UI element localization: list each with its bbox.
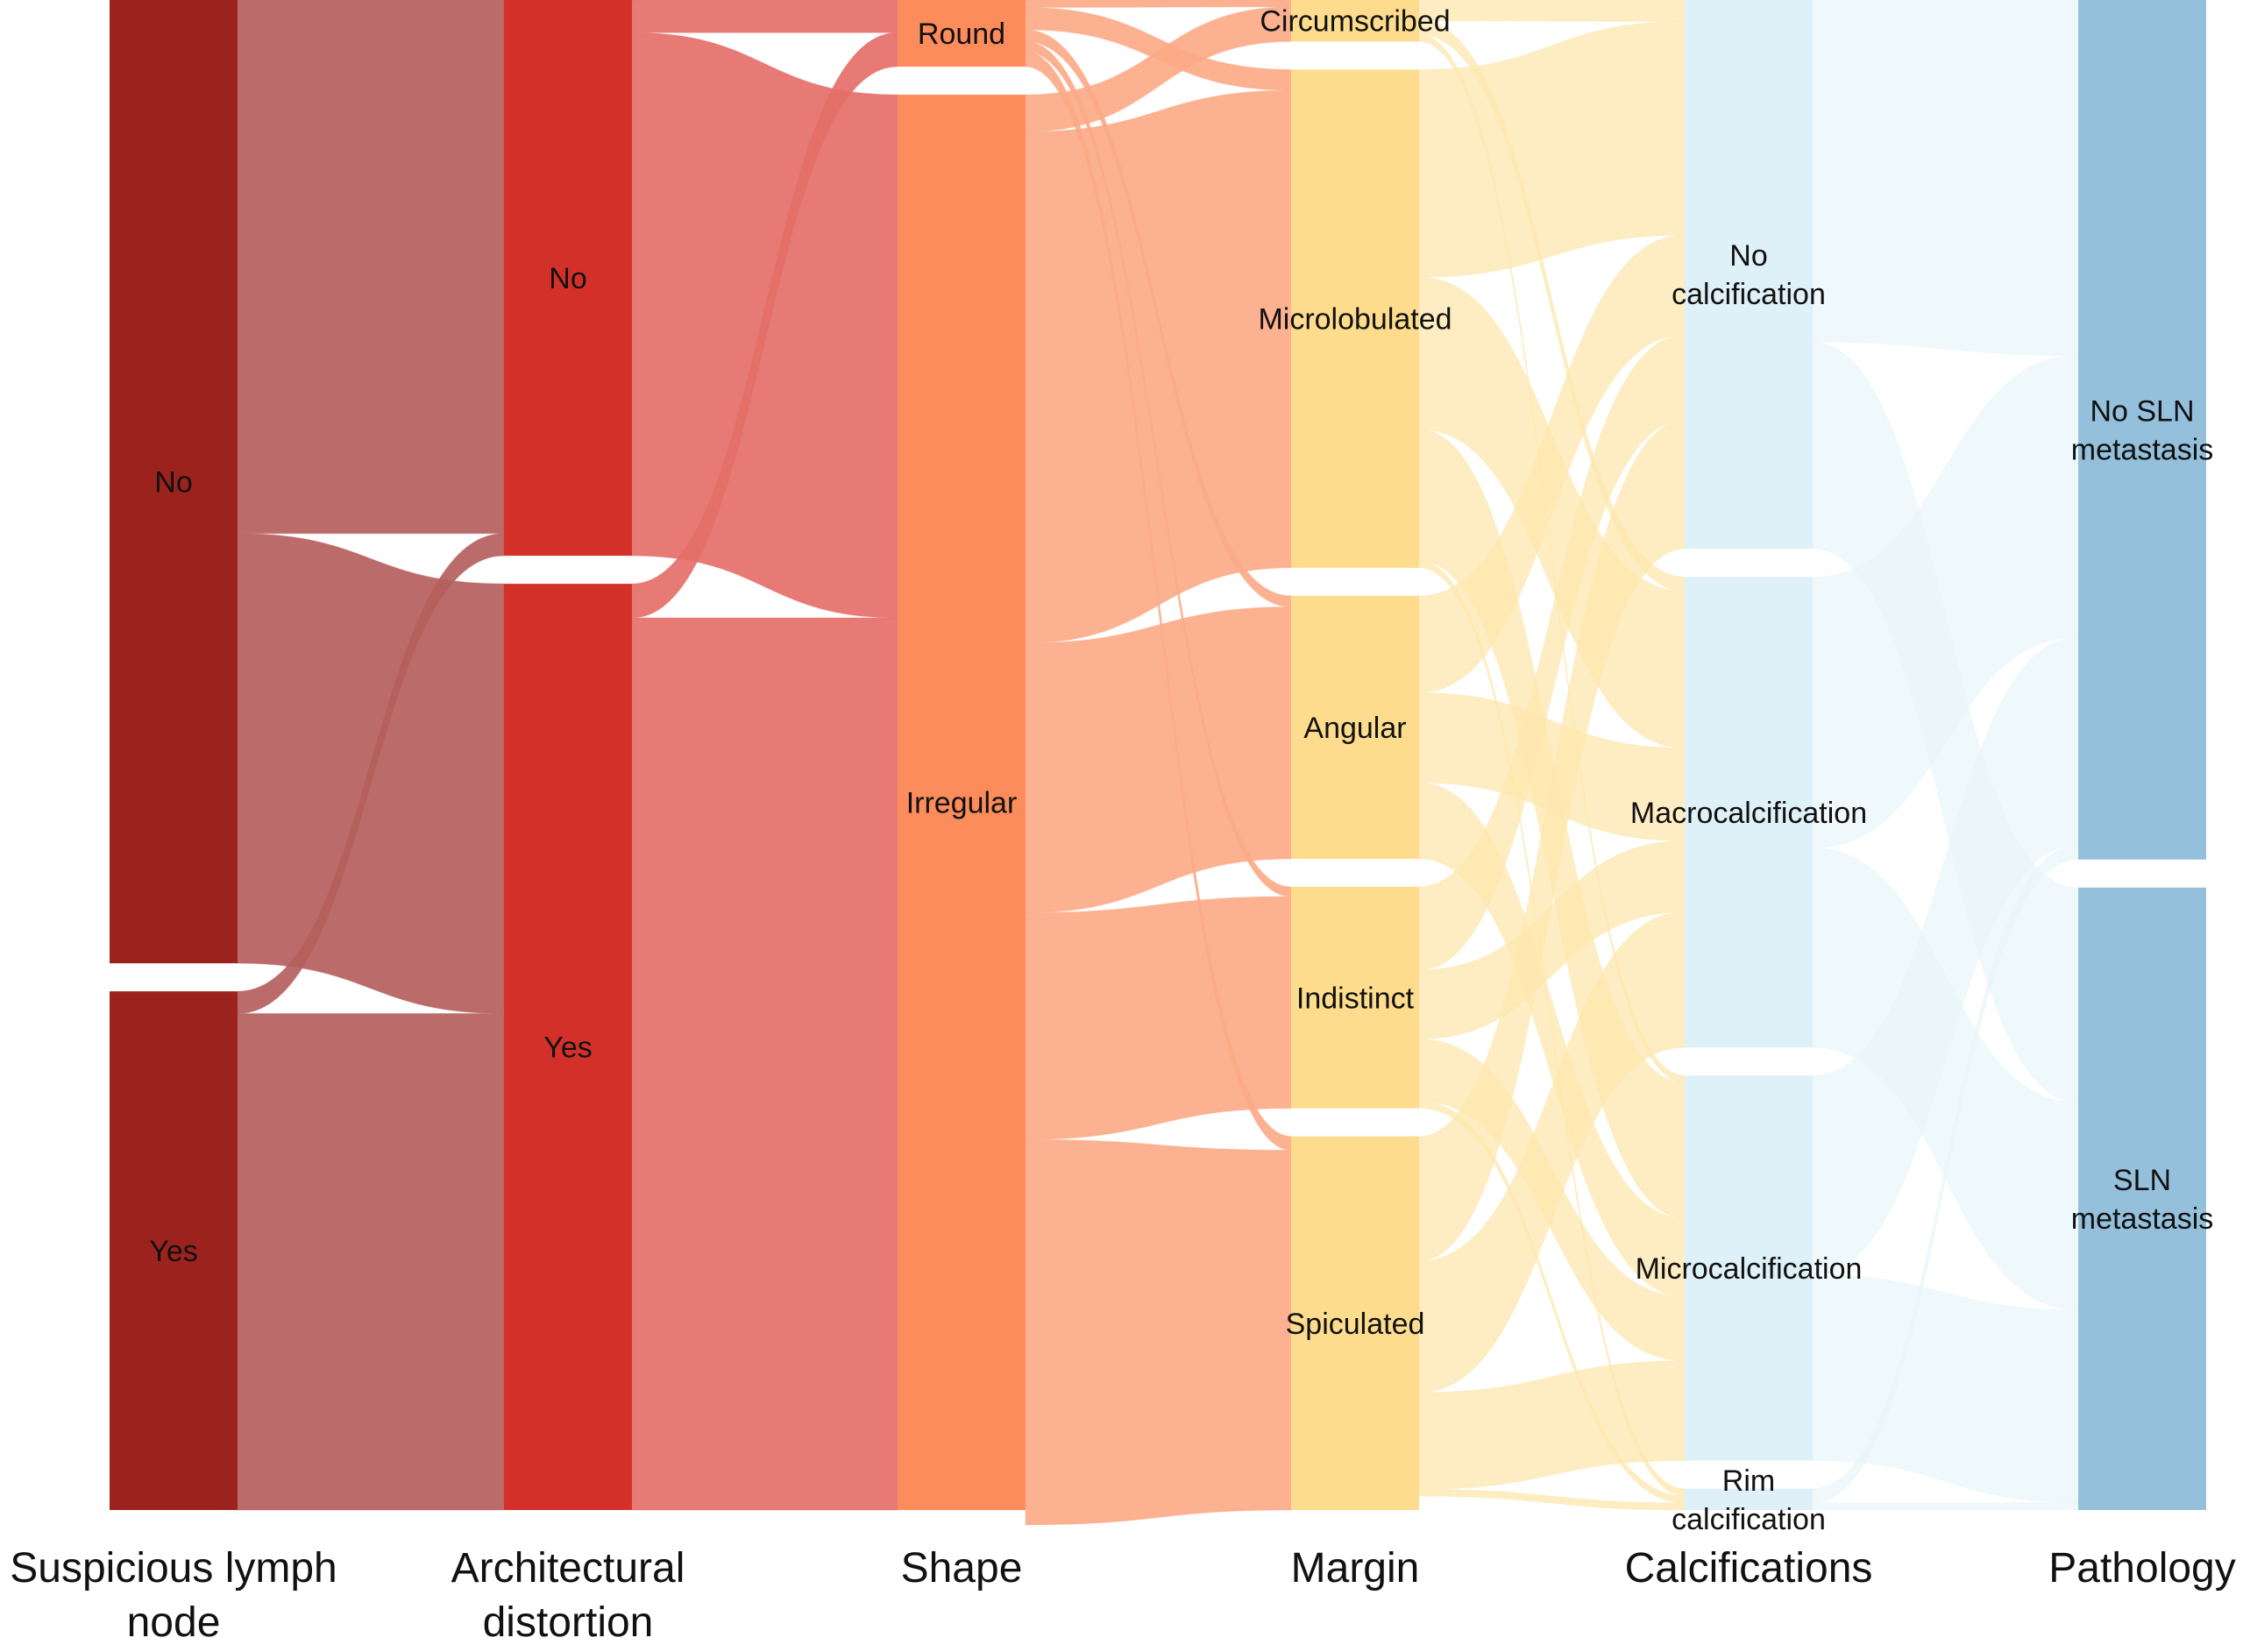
node-path-nosln — [2078, 0, 2206, 860]
node-lymph-no — [110, 0, 238, 964]
flow-lymph-yes-to-arch-yes — [237, 1013, 505, 1511]
axis-label-lymph: Suspicious lymph node — [10, 1545, 337, 1646]
axis-label-path: Pathology — [2048, 1545, 2236, 1592]
node-label-calc-micro: Microcalcification — [1636, 1252, 1863, 1286]
flow-margin-spiculated-to-calc-rim — [1418, 1488, 1686, 1511]
node-label-calc-nocalc: No calcification — [1672, 239, 1826, 311]
node-margin-microlobulated — [1291, 69, 1419, 568]
node-shape-round — [898, 0, 1026, 67]
flow-shape-irregular-to-margin-indistinct — [1025, 896, 1292, 1140]
node-label-path-nosln: No SLN metastasis — [2071, 394, 2214, 466]
node-label-margin-spiculated: Spiculated — [1286, 1308, 1425, 1341]
node-calc-macro — [1685, 577, 1813, 1048]
labels-layer: No Yes No Yes Round Irregular Circumscribed Mic… — [149, 5, 2213, 1536]
flow-shape-irregular-to-margin-spiculated — [1025, 1138, 1292, 1526]
node-margin-circumscribed — [1291, 0, 1419, 42]
node-label-lymph-no: No — [154, 466, 192, 500]
axis-label-arch: Architectural distortion — [451, 1545, 685, 1646]
flow-calc-rim-to-path-sln — [1812, 1502, 2079, 1511]
flow-arch-yes-to-shape-irregular — [631, 617, 898, 1511]
node-shape-irregular — [898, 95, 1026, 1511]
flow-calc-nocalc-to-path-nosln — [1812, 0, 2079, 357]
flow-shape-round-to-margin-circumscribed — [1025, 0, 1292, 8]
node-label-lymph-yes: Yes — [149, 1235, 197, 1268]
node-path-sln — [2078, 887, 2206, 1510]
node-margin-spiculated — [1291, 1136, 1419, 1510]
axis-label-shape: Shape — [901, 1545, 1023, 1592]
axis-label-margin: Margin — [1291, 1545, 1420, 1592]
flows-layer — [237, 0, 2079, 1526]
node-calc-micro — [1685, 1075, 1813, 1461]
axis-labels: Suspicious lymph node Architectural distort… — [10, 1545, 2236, 1646]
node-label-shape-round: Round — [918, 18, 1005, 51]
node-label-margin-microlobulated: Microlobulated — [1258, 303, 1452, 337]
axis-label-calc: Calcifications — [1625, 1545, 1873, 1592]
node-label-path-sln: SLN metastasis — [2071, 1164, 2214, 1236]
node-label-margin-angular: Angular — [1303, 712, 1406, 745]
node-label-arch-yes: Yes — [543, 1032, 592, 1065]
node-label-arch-no: No — [549, 262, 586, 295]
node-label-margin-indistinct: Indistinct — [1296, 982, 1415, 1015]
flow-shape-irregular-to-margin-angular — [1025, 606, 1292, 914]
flow-margin-spiculated-to-calc-macro — [1418, 911, 1686, 1393]
node-label-calc-rim: Rim calcification — [1672, 1464, 1826, 1536]
nodes-layer — [110, 0, 2206, 1511]
node-arch-no — [504, 0, 632, 557]
node-calc-rim — [1685, 1488, 1813, 1510]
flow-margin-microlobulated-to-calc-nocalc — [1418, 20, 1686, 278]
node-label-calc-macro: Macrocalcification — [1630, 797, 1867, 830]
flow-margin-circumscribed-to-calc-nocalc — [1418, 0, 1686, 22]
node-lymph-yes — [110, 991, 238, 1510]
node-margin-angular — [1291, 595, 1419, 859]
flow-shape-irregular-to-margin-microlobulated — [1025, 89, 1292, 644]
node-margin-indistinct — [1291, 886, 1419, 1109]
node-calc-nocalc — [1685, 0, 1813, 549]
flow-arch-no-to-shape-round — [631, 0, 898, 33]
node-label-margin-circumscribed: Circumscribed — [1260, 5, 1450, 39]
node-label-shape-irregular: Irregular — [906, 787, 1018, 820]
node-arch-yes — [504, 584, 632, 1510]
flow-lymph-no-to-arch-no — [237, 0, 505, 535]
